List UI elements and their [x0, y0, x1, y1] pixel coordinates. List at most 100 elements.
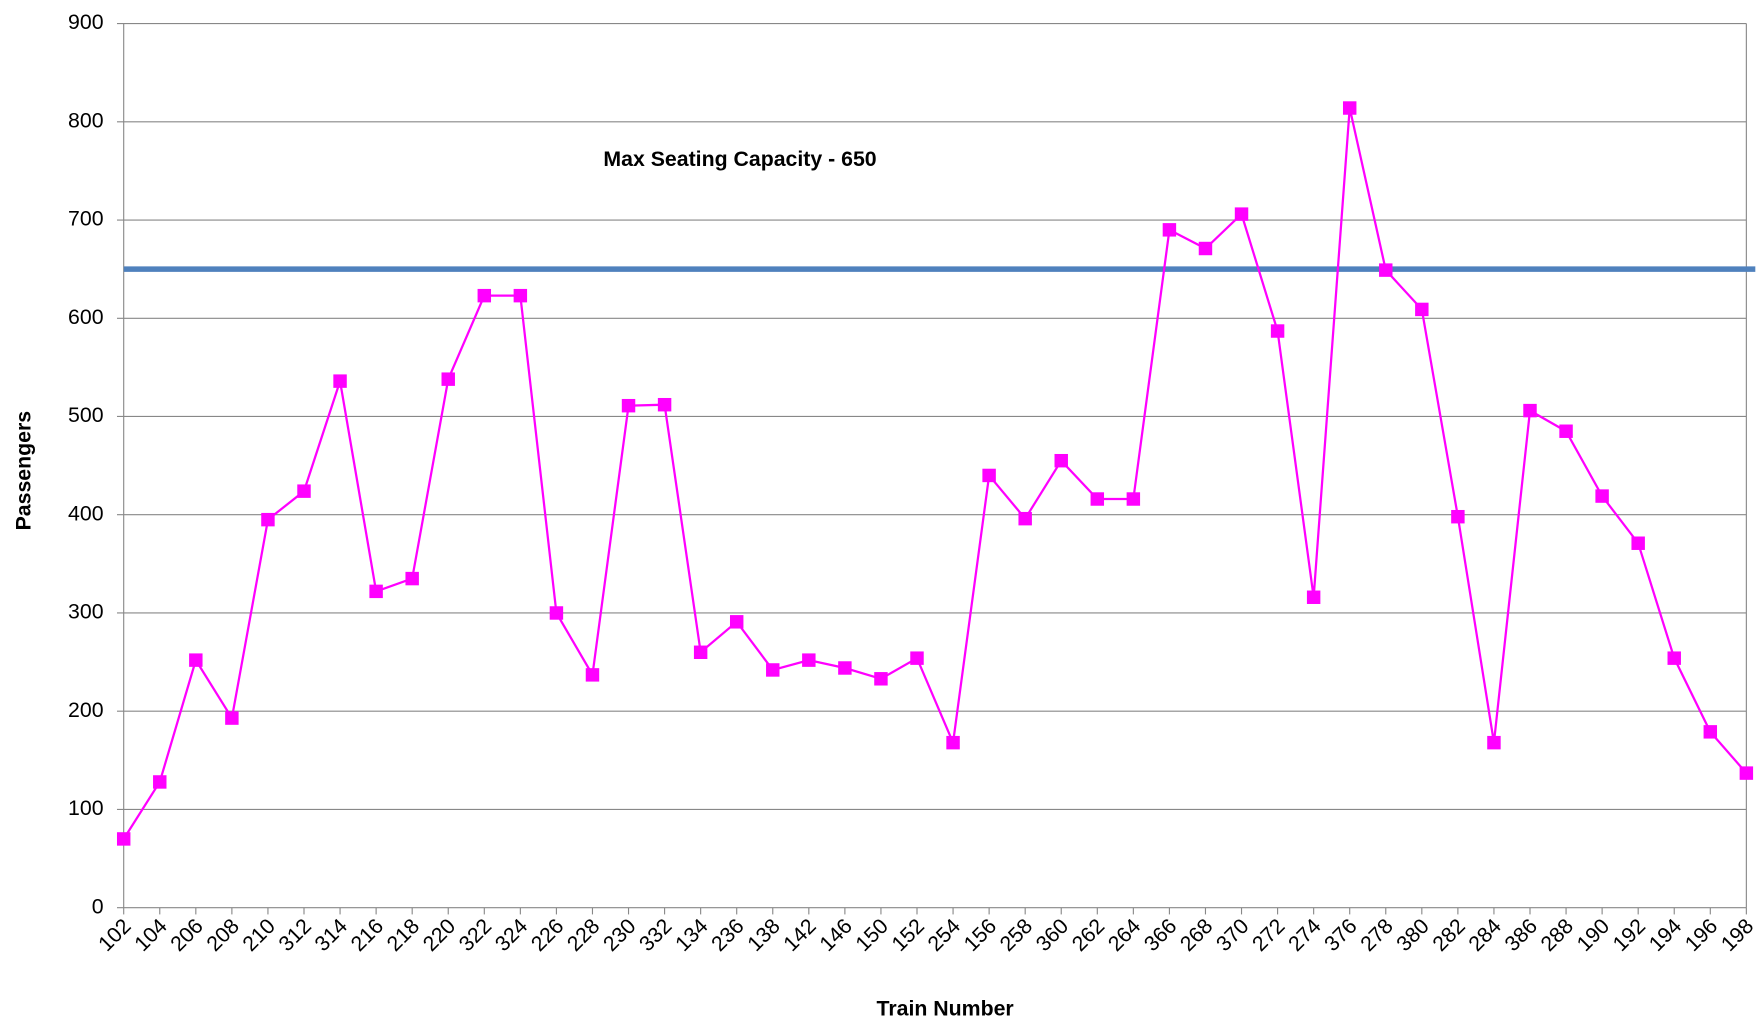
series-line [122, 107, 1748, 840]
marker [1451, 509, 1465, 524]
marker [1667, 651, 1681, 665]
x-tick-label: 192 [1608, 914, 1650, 956]
x-tick-label: 268 [1175, 914, 1217, 956]
marker [657, 397, 672, 412]
marker [1162, 223, 1177, 237]
marker [982, 468, 996, 483]
marker [585, 668, 600, 682]
marker [1595, 489, 1609, 503]
marker [1703, 725, 1718, 739]
marker [874, 672, 888, 686]
x-tick-label: 376 [1320, 914, 1362, 956]
y-tick-label: 100 [68, 796, 104, 820]
x-tick-label: 146 [815, 914, 857, 956]
x-tick-label: 196 [1680, 914, 1722, 956]
x-tick-label: 134 [671, 914, 713, 956]
marker [693, 645, 708, 659]
x-tick-label: 312 [274, 914, 316, 956]
marker [1379, 263, 1393, 277]
marker [1523, 403, 1537, 418]
x-tick-label: 138 [743, 914, 785, 956]
marker [1487, 735, 1501, 750]
marker [1342, 101, 1357, 115]
x-tick-label: 380 [1392, 914, 1434, 956]
x-tick-label: 228 [562, 914, 604, 956]
x-tick-label: 102 [94, 914, 136, 956]
marker [910, 651, 924, 665]
y-tick-label: 500 [68, 403, 104, 427]
x-tick-label: 386 [1500, 914, 1542, 956]
marker [1090, 492, 1105, 506]
y-tick-label: 600 [68, 305, 104, 329]
x-tick-label: 332 [635, 914, 677, 956]
x-tick-label: 262 [1067, 914, 1109, 956]
marker [1631, 536, 1645, 550]
x-tick-label: 258 [995, 914, 1037, 956]
marker [549, 606, 564, 620]
x-tick-label: 254 [923, 914, 965, 956]
y-tick-label: 900 [68, 10, 104, 34]
y-tick-label: 800 [68, 108, 104, 132]
x-tick-label: 282 [1428, 914, 1470, 956]
x-tick-label: 190 [1572, 914, 1614, 956]
x-tick-label: 284 [1464, 914, 1506, 956]
x-tick-label: 226 [526, 914, 568, 956]
x-tick-label: 314 [310, 914, 352, 956]
x-tick-label: 194 [1644, 914, 1686, 956]
marker [1270, 324, 1285, 338]
x-tick-label: 208 [202, 914, 244, 956]
marker [513, 288, 528, 303]
marker [766, 663, 780, 677]
x-tick-label: 274 [1284, 914, 1326, 956]
x-tick-label: 142 [779, 914, 821, 956]
marker [297, 484, 311, 498]
x-tick-label: 150 [851, 914, 893, 956]
y-tick-label: 0 [92, 894, 104, 918]
marker [225, 711, 239, 725]
y-tick-label: 400 [68, 501, 104, 525]
x-tick-label: 360 [1031, 914, 1073, 956]
x-tick-label: 206 [166, 914, 208, 956]
marker [153, 775, 167, 789]
y-tick-label: 200 [68, 698, 104, 722]
marker [729, 615, 744, 629]
marker [1054, 453, 1068, 468]
marker [1198, 241, 1213, 256]
marker [116, 832, 131, 846]
marker [1018, 511, 1032, 526]
x-tick-label: 272 [1248, 914, 1290, 956]
marker [333, 374, 347, 388]
marker [946, 735, 960, 750]
marker [838, 661, 852, 675]
marker [1306, 590, 1321, 604]
marker [189, 653, 203, 667]
marker [621, 398, 636, 413]
x-tick-label: 104 [130, 914, 172, 956]
marker [261, 512, 275, 527]
marker [405, 571, 419, 586]
y-tick-label: 300 [68, 600, 104, 624]
x-tick-label: 230 [598, 914, 640, 956]
x-tick-label: 210 [238, 914, 280, 956]
y-axis-title: Passengers [12, 411, 36, 531]
x-tick-label: 216 [346, 914, 388, 956]
marker [1559, 424, 1573, 438]
marker [1234, 207, 1249, 221]
x-tick-label: 278 [1356, 914, 1398, 956]
x-tick-label: 218 [382, 914, 424, 956]
marker [1126, 492, 1141, 506]
y-tick-label: 700 [68, 207, 104, 231]
marker [802, 653, 816, 667]
x-tick-label: 198 [1716, 914, 1758, 956]
x-tick-label: 236 [707, 914, 749, 956]
x-tick-label: 264 [1103, 914, 1145, 956]
marker [477, 288, 492, 303]
x-tick-label: 322 [454, 914, 496, 956]
marker [1739, 766, 1754, 780]
x-tick-label: 324 [490, 914, 532, 956]
x-tick-label: 366 [1139, 914, 1181, 956]
x-tick-label: 220 [418, 914, 460, 956]
marker [369, 584, 383, 599]
x-tick-label: 152 [887, 914, 929, 956]
